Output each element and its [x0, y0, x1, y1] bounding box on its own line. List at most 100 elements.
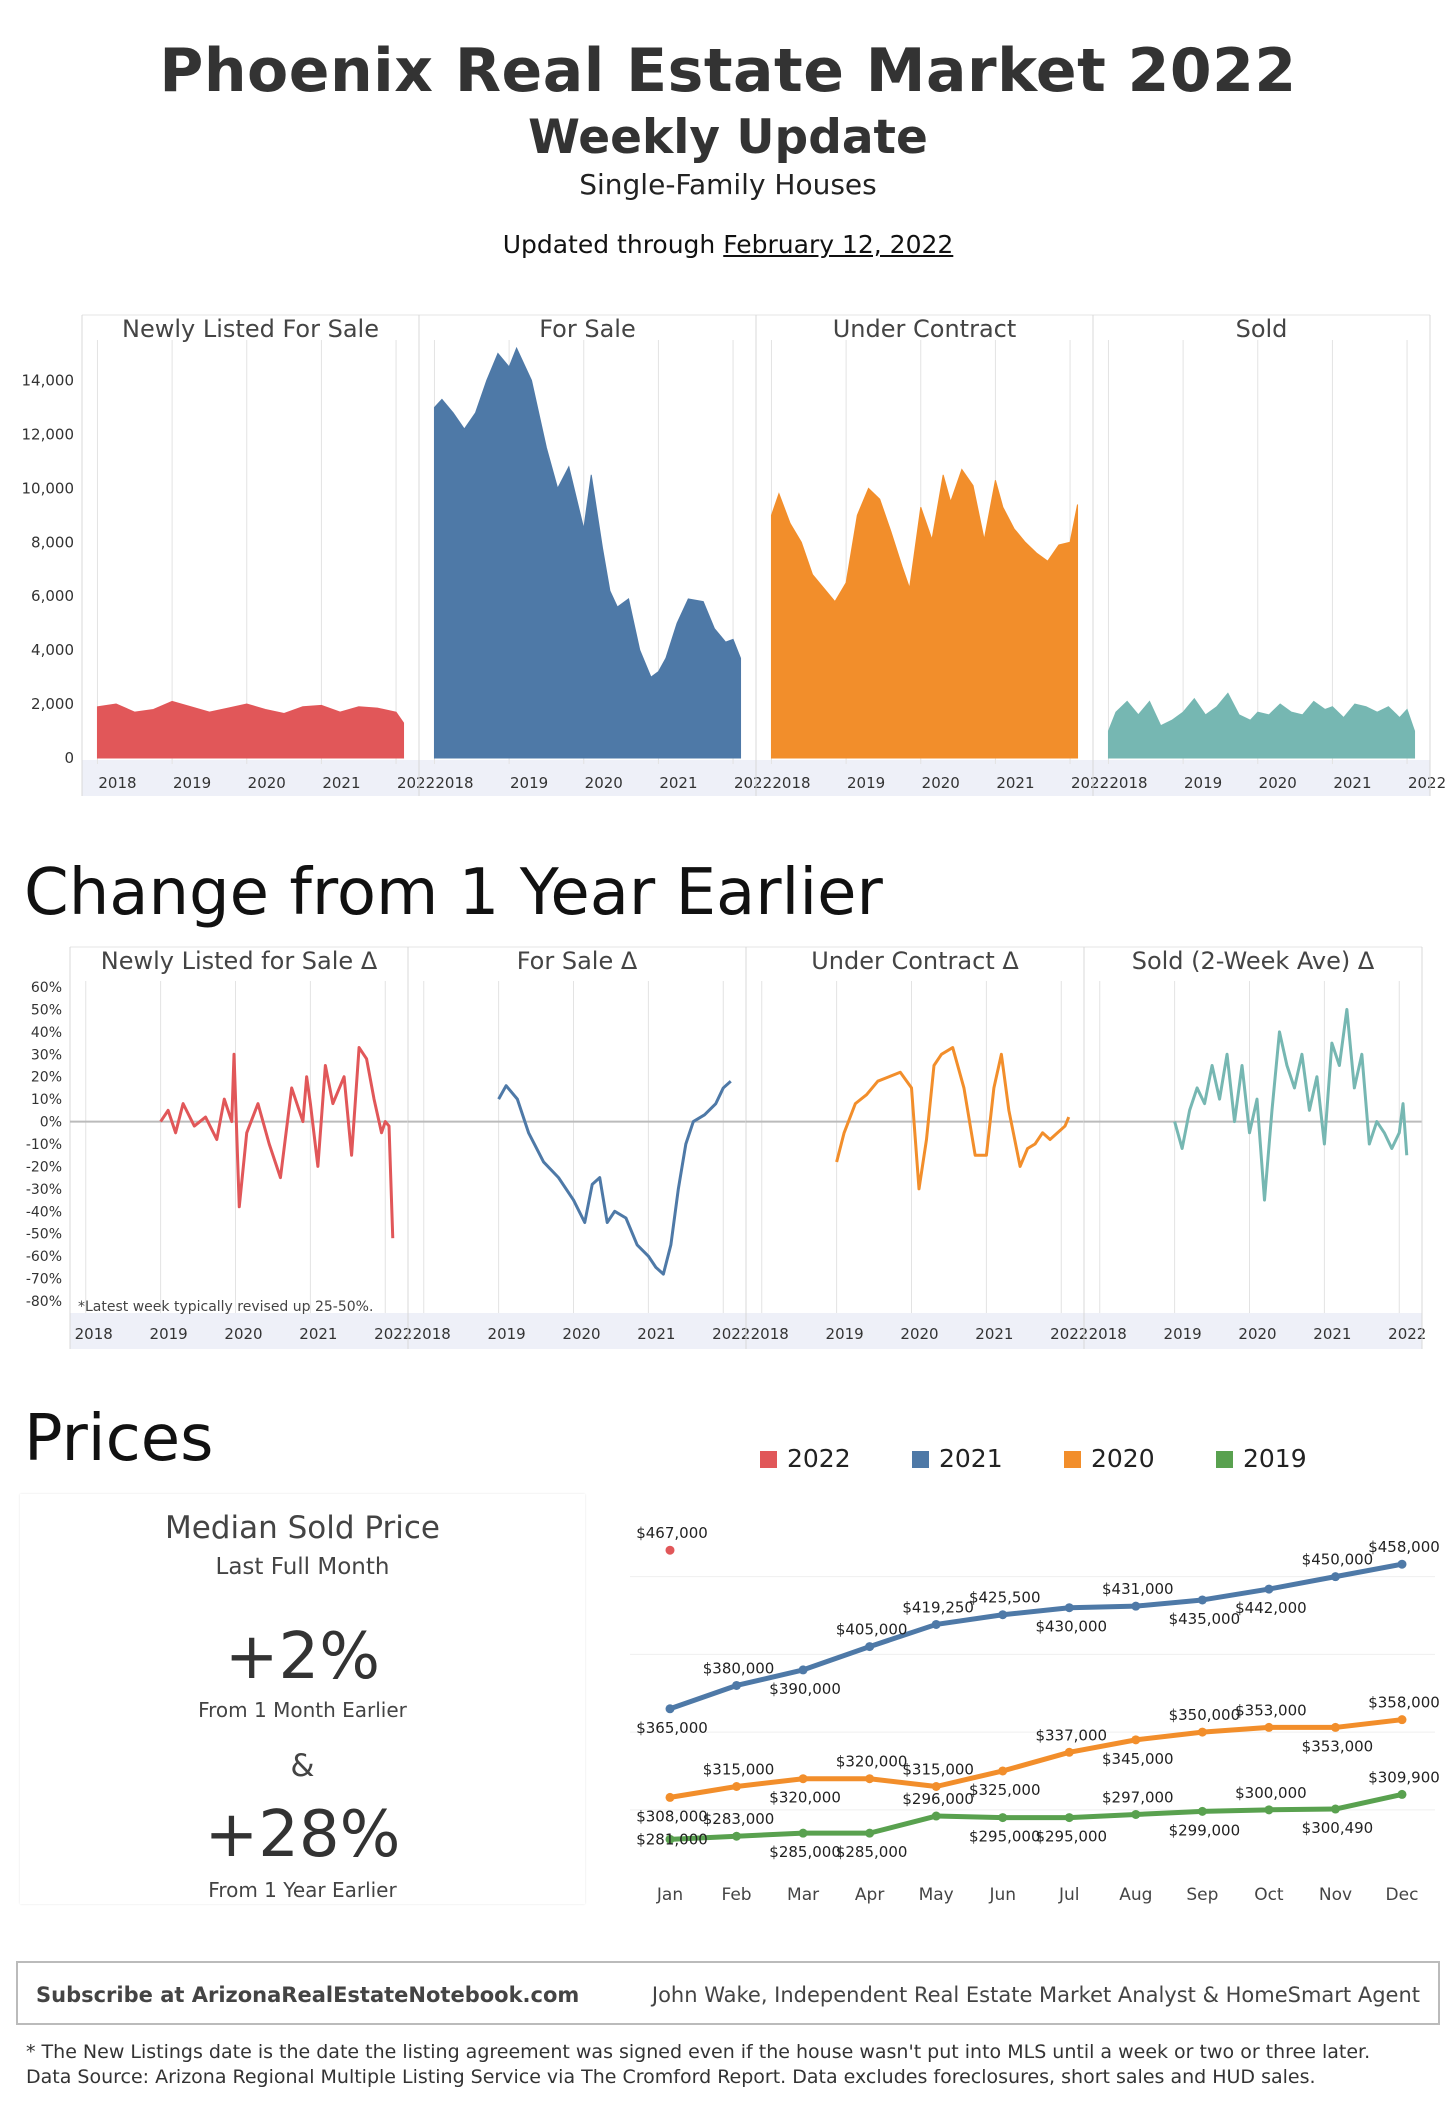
main-title: Phoenix Real Estate Market 2022 [159, 36, 1297, 106]
weekly-update-title: Weekly Update [528, 110, 928, 165]
price-data-label: $295,000 [1035, 1828, 1107, 1846]
price-data-label: $353,000 [1302, 1737, 1374, 1755]
change-chart: 60% 50% 40% 30% 20% 10% 0% -10% -20% -30% -40% -50%… [26, 946, 1426, 1349]
inv-panel-title: Sold [1236, 315, 1288, 343]
price-data-label: $435,000 [1169, 1610, 1241, 1628]
chg-y-tick: 30% [31, 1047, 62, 1063]
price-data-label: $320,000 [836, 1753, 908, 1771]
price-point-2019 [865, 1828, 875, 1838]
legend-item-2020: 2020 [1064, 1444, 1155, 1473]
inv-x-tick: 2019 [1184, 774, 1222, 792]
inv-y-tick: 2,000 [31, 695, 74, 713]
chg-x-tick: 2022 [1050, 1325, 1088, 1343]
price-data-label: $405,000 [836, 1621, 908, 1639]
price-data-label: $380,000 [703, 1659, 775, 1677]
legend-label: 2022 [787, 1444, 851, 1473]
chg-x-tick: 2018 [751, 1325, 789, 1343]
price-point-2022 [665, 1545, 675, 1555]
price-data-label: $358,000 [1368, 1694, 1440, 1712]
inv-area-orange [770, 468, 1079, 759]
chg-panel-title: Under Contract Δ [811, 947, 1019, 975]
price-data-label: $350,000 [1169, 1706, 1241, 1724]
chg-x-tick: 2022 [374, 1325, 412, 1343]
updated-prefix: Updated through [502, 230, 724, 259]
chg-x-tick: 2021 [299, 1325, 337, 1343]
chg-x-tick: 2019 [150, 1325, 188, 1343]
price-x-tick: Sep [1186, 1885, 1218, 1905]
inv-x-tick: 2020 [248, 774, 286, 792]
inv-x-tick: 2022 [1408, 774, 1446, 792]
chg-x-tick: 2018 [1089, 1325, 1127, 1343]
legend-item-2022: 2022 [760, 1444, 851, 1473]
footnote-new-listings: * The New Listings date is the date the … [26, 2041, 1371, 2063]
chg-x-tick: 2020 [1238, 1325, 1276, 1343]
price-data-label: $325,000 [969, 1781, 1041, 1799]
price-point-2019 [1131, 1809, 1141, 1819]
price-data-label: $315,000 [703, 1761, 775, 1779]
inv-x-tick: 2022 [397, 774, 435, 792]
price-point-2021 [665, 1704, 675, 1714]
price-data-label: $309,900 [1368, 1768, 1440, 1786]
inv-panel-title: For Sale [539, 315, 636, 343]
price-point-2021 [865, 1642, 875, 1652]
inv-y-tick: 14,000 [22, 371, 75, 389]
price-data-label: $295,000 [969, 1828, 1041, 1846]
price-x-tick: Mar [787, 1885, 819, 1905]
price-point-2020 [1197, 1727, 1207, 1737]
price-data-label: $285,000 [836, 1843, 908, 1861]
price-point-2021 [1264, 1584, 1274, 1594]
updated-through-label: Updated through February 12, 2022 [0, 230, 1456, 259]
change-section-title: Change from 1 Year Earlier [24, 856, 883, 930]
median-card-subtitle: Last Full Month [215, 1554, 390, 1580]
inv-x-tick: 2021 [1333, 774, 1371, 792]
legend-swatch [760, 1451, 777, 1468]
subscribe-link[interactable]: Subscribe at ArizonaRealEstateNotebook.c… [36, 1983, 580, 2007]
price-point-2020 [1064, 1747, 1074, 1757]
price-x-tick: Apr [855, 1885, 884, 1905]
chg-panel-title: Sold (2-Week Ave) Δ [1132, 947, 1375, 975]
chg-y-tick: -70% [26, 1272, 62, 1288]
chg-line-blue [497, 1080, 732, 1276]
price-data-label: $431,000 [1102, 1580, 1174, 1598]
price-point-2020 [1131, 1735, 1141, 1745]
legend-swatch [1216, 1451, 1233, 1468]
price-point-2019 [732, 1831, 742, 1841]
chg-x-tick: 2020 [900, 1325, 938, 1343]
price-point-2019 [1330, 1804, 1340, 1814]
price-data-label: $283,000 [703, 1810, 775, 1828]
inv-y-tick: 10,000 [22, 479, 75, 497]
price-point-2020 [798, 1774, 808, 1784]
price-point-2019 [798, 1828, 808, 1838]
inv-x-tick: 2022 [734, 774, 772, 792]
inv-area-blue [433, 346, 742, 759]
legend-swatch [912, 1451, 929, 1468]
chg-x-tick: 2021 [1313, 1325, 1351, 1343]
inv-x-tick: 2022 [1071, 774, 1109, 792]
inv-panel-title: Newly Listed For Sale [122, 315, 379, 343]
footnote-data-source: Data Source: Arizona Regional Multiple L… [26, 2066, 1316, 2088]
inv-x-tick: 2020 [585, 774, 623, 792]
median-price-line-chart: Jan Feb Mar Apr May Jun Jul Aug Sep Oct Nov Dec $467… [630, 1524, 1440, 1905]
price-point-2020 [1264, 1722, 1274, 1732]
inv-area-red [96, 700, 405, 759]
chg-annotation: *Latest week typically revised up 25-50%… [78, 1299, 373, 1315]
prices-section-title: Prices [24, 1402, 214, 1476]
inv-x-tick: 2020 [1259, 774, 1297, 792]
chg-x-tick: 2020 [562, 1325, 600, 1343]
price-data-label: $285,000 [769, 1843, 841, 1861]
chg-x-tick: 2021 [637, 1325, 675, 1343]
price-point-2021 [732, 1680, 742, 1690]
price-data-label: $365,000 [636, 1719, 708, 1737]
inv-x-tick: 2019 [847, 774, 885, 792]
price-data-label: $320,000 [769, 1789, 841, 1807]
author-credit: John Wake, Independent Real Estate Marke… [651, 1983, 1420, 2007]
inv-x-tick: 2018 [1109, 774, 1147, 792]
price-point-2019 [931, 1811, 941, 1821]
price-point-2021 [931, 1619, 941, 1629]
chg-y-tick: -10% [26, 1137, 62, 1153]
price-point-2021 [1131, 1601, 1141, 1611]
price-point-2020 [732, 1782, 742, 1791]
chg-y-tick: 0% [40, 1115, 62, 1131]
chg-x-tick: 2020 [224, 1325, 262, 1343]
updated-date-link[interactable]: February 12, 2022 [723, 230, 954, 259]
